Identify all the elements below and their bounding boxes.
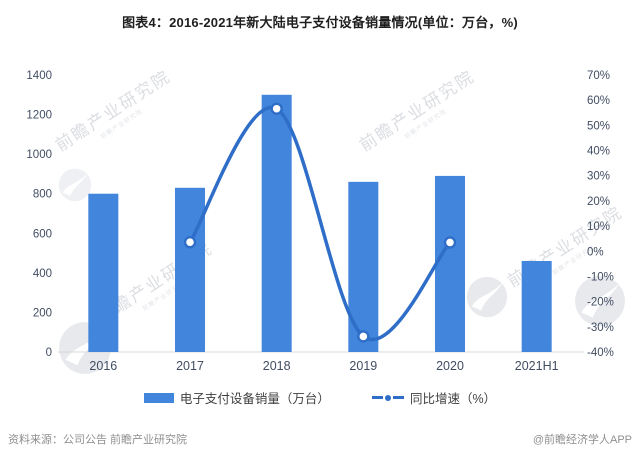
axis-ticks: 0 200 400 600 800 1000 1200 1400 -40% -30% -20% -10…	[26, 70, 613, 359]
svg-text:600: 600	[33, 228, 52, 240]
bar-swatch-icon	[143, 392, 174, 403]
svg-text:10%: 10%	[587, 221, 610, 233]
svg-text:-30%: -30%	[587, 322, 614, 334]
combo-chart-canvas: 0 200 400 600 800 1000 1200 1400 -40% -30% -20% -10…	[26, 70, 613, 373]
line-swatch-icon	[371, 394, 404, 401]
legend-item-growth: 同比增速（%）	[371, 388, 497, 407]
svg-text:0%: 0%	[587, 246, 604, 258]
source-note: 资料来源：公司公告 前瞻产业研究院	[8, 434, 188, 446]
svg-text:2016: 2016	[89, 359, 117, 373]
legend-label-growth: 同比增速（%）	[409, 392, 497, 406]
bar-2021H1	[521, 260, 552, 352]
svg-text:2021H1: 2021H1	[515, 359, 559, 373]
svg-text:2020: 2020	[436, 359, 464, 373]
svg-text:0: 0	[46, 347, 52, 359]
svg-text:2017: 2017	[176, 359, 204, 373]
credit-note: @前瞻经济学人APP	[532, 434, 632, 446]
svg-text:-20%: -20%	[587, 297, 614, 309]
svg-text:-10%: -10%	[587, 271, 614, 283]
bar-2020	[435, 175, 465, 352]
growth-markers	[183, 102, 457, 343]
svg-text:70%: 70%	[587, 70, 610, 82]
svg-text:30%: 30%	[587, 171, 610, 183]
growth-line	[188, 105, 452, 342]
svg-text:-40%: -40%	[587, 347, 614, 359]
svg-text:1200: 1200	[26, 110, 52, 122]
chart-title: 图表4：2016-2021年新大陆电子支付设备销量情况(单位：万台，%)	[122, 15, 518, 30]
svg-text:1400: 1400	[26, 70, 52, 82]
svg-text:200: 200	[33, 307, 52, 319]
svg-text:50%: 50%	[587, 120, 610, 132]
x-axis-labels: 2016 2017 2018 2019 2020 2021H1	[89, 359, 558, 373]
bar-2019	[348, 181, 379, 352]
svg-text:400: 400	[33, 268, 52, 280]
svg-text:20%: 20%	[587, 196, 610, 208]
svg-text:800: 800	[33, 189, 52, 201]
bar-2018	[261, 94, 292, 353]
svg-text:1000: 1000	[26, 149, 52, 161]
chart-legend: 电子支付设备销量（万台） 同比增速（%）	[0, 388, 640, 407]
svg-text:2018: 2018	[263, 359, 291, 373]
chart-footer: 资料来源：公司公告 前瞻产业研究院 @前瞻经济学人APP	[8, 431, 632, 447]
bar-2017	[175, 187, 205, 352]
legend-label-sales: 电子支付设备销量（万台）	[179, 392, 330, 406]
legend-item-sales: 电子支付设备销量（万台）	[143, 388, 330, 407]
bar-2016	[88, 193, 119, 352]
svg-text:60%: 60%	[587, 95, 610, 107]
svg-text:2019: 2019	[349, 359, 377, 373]
svg-text:40%: 40%	[587, 146, 610, 158]
